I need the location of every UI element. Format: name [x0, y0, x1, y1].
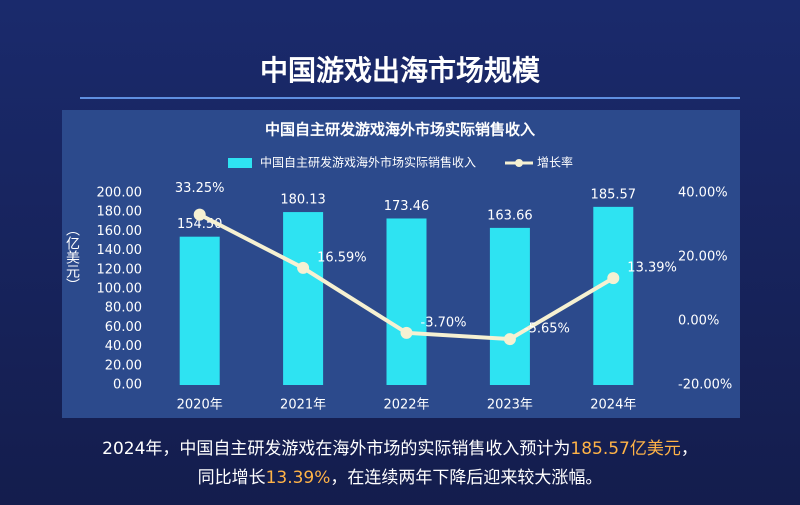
line-value-label: -5.65% — [524, 322, 570, 337]
legend-swatch — [228, 158, 252, 168]
line-point — [400, 326, 413, 339]
legend-label: 中国自主研发游戏海外市场实际销售收入 — [260, 155, 476, 170]
caption-line: 2024年，中国自主研发游戏在海外市场的实际销售收入预计为185.57亿美元， — [102, 439, 698, 459]
chart-title: 中国自主研发游戏海外市场实际销售收入 — [265, 121, 535, 139]
y-tick-label: 160.00 — [97, 224, 143, 239]
y-tick-label: 0.00 — [113, 378, 142, 393]
y-tick-label: 180.00 — [97, 205, 143, 220]
bar — [386, 218, 427, 385]
y-tick-label: 120.00 — [97, 262, 143, 277]
bar-value-label: 185.57 — [591, 187, 637, 202]
y-tick-label: 140.00 — [97, 243, 143, 258]
caption-line: 同比增长13.39%，在连续两年下降后迎来较大涨幅。 — [198, 468, 603, 488]
caption-text: ，在连续两年下降后迎来较大涨幅。 — [330, 468, 602, 488]
line-value-label: 13.39% — [627, 261, 677, 276]
line-value-label: 33.25% — [175, 181, 225, 196]
bar-value-label: 173.46 — [384, 199, 430, 214]
x-tick-label: 2024年 — [590, 398, 636, 413]
bar — [179, 236, 220, 385]
caption-highlight: 13.39% — [266, 468, 331, 488]
page-title: 中国游戏出海市场规模 — [260, 54, 541, 87]
caption-highlight: 185.57亿美元 — [570, 439, 680, 459]
y-tick-label: 40.00 — [105, 339, 142, 354]
y2-tick-label: -20.00% — [678, 378, 732, 393]
y2-tick-label: 0.00% — [678, 314, 719, 329]
bar-value-label: 163.66 — [487, 208, 533, 223]
caption-text: 同比增长 — [198, 468, 266, 488]
x-tick-label: 2022年 — [383, 398, 429, 413]
line-value-label: 16.59% — [317, 250, 367, 265]
bar — [489, 227, 530, 385]
line-point — [503, 333, 516, 346]
x-tick-label: 2023年 — [487, 398, 533, 413]
y-axis-label: （亿美元） — [64, 222, 80, 292]
y-tick-label: 100.00 — [97, 282, 143, 297]
line-point — [297, 261, 310, 274]
legend-swatch — [515, 159, 523, 167]
caption-text: ， — [681, 439, 698, 459]
x-tick-label: 2021年 — [280, 398, 326, 413]
caption-text: 2024年，中国自主研发游戏在海外市场的实际销售收入预计为 — [102, 439, 570, 459]
y2-tick-label: 40.00% — [678, 186, 728, 201]
legend-label: 增长率 — [537, 155, 573, 170]
x-tick-label: 2020年 — [177, 398, 223, 413]
bar — [593, 206, 634, 385]
line-point — [193, 208, 206, 221]
y-tick-label: 20.00 — [105, 358, 142, 373]
y-tick-label: 60.00 — [105, 320, 142, 335]
y-tick-label: 80.00 — [105, 301, 142, 316]
line-point — [607, 272, 620, 285]
y-tick-label: 200.00 — [97, 186, 143, 201]
y2-tick-label: 20.00% — [678, 250, 728, 265]
bar — [283, 212, 324, 385]
line-value-label: -3.70% — [421, 315, 467, 330]
bar-value-label: 180.13 — [280, 193, 326, 208]
